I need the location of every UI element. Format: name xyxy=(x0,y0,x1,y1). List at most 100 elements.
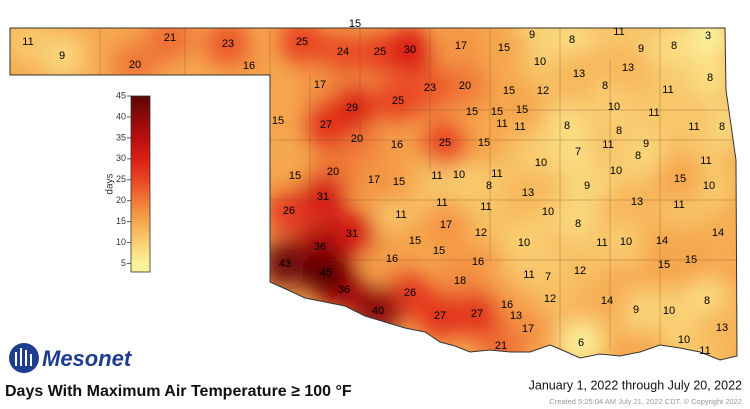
station-value: 10 xyxy=(620,236,632,248)
logo-bars xyxy=(15,348,32,366)
colorbar-tick-label: 40 xyxy=(116,111,126,121)
station-value: 15 xyxy=(272,115,284,127)
station-value: 10 xyxy=(535,157,547,169)
station-value: 15 xyxy=(349,18,361,30)
station-value: 11 xyxy=(431,170,442,182)
heat-blob xyxy=(437,28,485,70)
station-value: 12 xyxy=(475,227,487,239)
station-value: 7 xyxy=(575,146,581,158)
heat-blob xyxy=(328,84,376,132)
station-value: 15 xyxy=(409,235,421,247)
station-value: 11 xyxy=(673,199,684,211)
station-value: 11 xyxy=(602,139,613,151)
station-value: 20 xyxy=(459,80,471,92)
station-value: 11 xyxy=(662,84,673,96)
station-value: 11 xyxy=(491,168,502,180)
station-value: 27 xyxy=(320,119,332,131)
station-value: 11 xyxy=(523,269,534,281)
station-value: 27 xyxy=(471,308,483,320)
heat-blob xyxy=(590,83,638,131)
station-value: 15 xyxy=(498,42,510,54)
heat-blob xyxy=(386,28,434,74)
date-range: January 1, 2022 through July 20, 2022 xyxy=(529,378,742,392)
logo-emblem xyxy=(9,343,39,373)
colorbar-tick-label: 30 xyxy=(116,153,126,163)
station-value: 21 xyxy=(164,32,176,44)
station-value: 9 xyxy=(638,43,644,55)
station-value: 11 xyxy=(514,121,525,133)
station-value: 10 xyxy=(608,101,620,113)
station-value: 13 xyxy=(631,196,643,208)
station-value: 15 xyxy=(393,176,405,188)
station-value: 11 xyxy=(613,26,624,38)
station-value: 30 xyxy=(404,44,416,56)
station-value: 12 xyxy=(544,293,556,305)
station-value: 8 xyxy=(704,295,710,307)
station-value: 8 xyxy=(707,72,713,84)
station-value: 12 xyxy=(537,85,549,97)
station-value: 10 xyxy=(534,56,546,68)
heat-blob xyxy=(698,304,737,352)
station-value: 16 xyxy=(472,256,484,268)
heat-blob xyxy=(350,156,398,204)
station-value: 36 xyxy=(314,241,326,253)
heat-blob xyxy=(480,28,528,72)
heat-blob xyxy=(146,28,194,62)
heat-blob xyxy=(686,54,734,102)
heat-blob xyxy=(261,240,309,288)
logo-text: Mesonet xyxy=(42,346,133,371)
heat-blob xyxy=(421,119,469,167)
map-title: Days With Maximum Air Temperature ≥ 100 … xyxy=(5,383,352,400)
colorbar xyxy=(130,95,151,273)
heat-blob xyxy=(278,28,326,66)
station-value: 11 xyxy=(496,118,507,130)
station-value: 10 xyxy=(678,334,690,346)
station-value: 40 xyxy=(372,305,384,317)
heat-blob xyxy=(595,28,643,56)
colorbar-label: days xyxy=(105,173,116,194)
heat-blob xyxy=(604,44,652,92)
station-value: 16 xyxy=(243,60,255,72)
heat-blob xyxy=(299,173,347,221)
station-value: 7 xyxy=(545,271,551,283)
colorbar-tick-label: 10 xyxy=(116,237,126,247)
station-value: 11 xyxy=(596,237,607,249)
station-value: 13 xyxy=(622,62,634,74)
colorbar-tick-label: 35 xyxy=(116,132,126,142)
station-value: 9 xyxy=(59,50,65,62)
station-value: 25 xyxy=(374,46,386,58)
station-value: 11 xyxy=(22,36,33,48)
station-value: 13 xyxy=(522,187,534,199)
created-note: Created 5:25:04 AM July 21, 2022 CDT. © … xyxy=(549,397,742,406)
heat-blob xyxy=(656,155,704,203)
station-value: 23 xyxy=(222,38,234,50)
colorbar-tick-label: 45 xyxy=(116,90,126,100)
station-value: 10 xyxy=(703,180,715,192)
station-value: 17 xyxy=(455,40,467,52)
station-value: 17 xyxy=(314,79,326,91)
station-value: 45 xyxy=(320,267,332,279)
heat-blob xyxy=(460,119,508,167)
logo: Mesonet xyxy=(9,343,133,373)
colorbar-ticks: 5 10 15 20 25 30 35 40 45 xyxy=(116,90,131,268)
station-value: 26 xyxy=(283,205,295,217)
station-value: 10 xyxy=(518,237,530,249)
station-value: 14 xyxy=(601,295,613,307)
station-value: 16 xyxy=(501,299,513,311)
station-value: 16 xyxy=(386,253,398,265)
station-value: 11 xyxy=(480,201,491,213)
station-value: 11 xyxy=(436,197,447,209)
station-value: 8 xyxy=(616,125,622,137)
station-value: 10 xyxy=(610,165,622,177)
station-value: 25 xyxy=(296,36,308,48)
station-value: 23 xyxy=(424,82,436,94)
station-value: 17 xyxy=(440,219,452,231)
station-value: 15 xyxy=(491,106,503,118)
station-value: 10 xyxy=(663,305,675,317)
station-value: 13 xyxy=(573,68,585,80)
station-value: 12 xyxy=(574,265,586,277)
colorbar-tick-label: 15 xyxy=(116,216,126,226)
station-value: 8 xyxy=(486,180,492,192)
heat-blob xyxy=(416,292,464,340)
